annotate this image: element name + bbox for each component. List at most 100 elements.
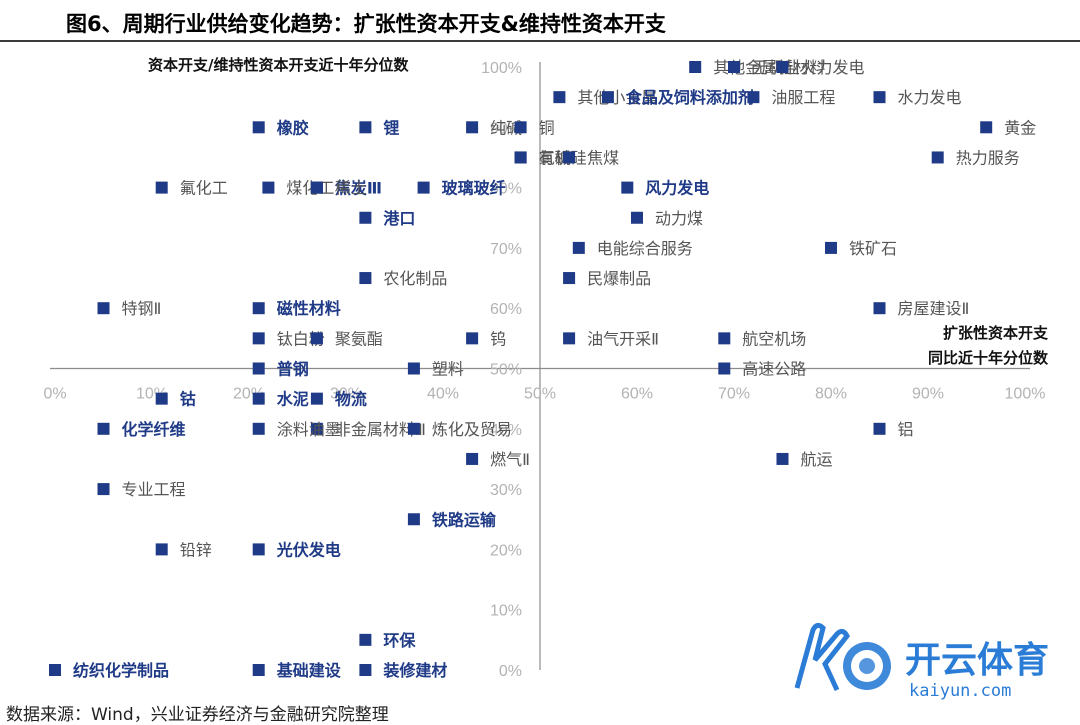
data-point-label: 其他金属新材料 [713,58,825,77]
y-tick-label: 20% [490,542,522,559]
x-axis-title-line: 同比近十年分位数 [928,349,1049,367]
data-point-marker [359,272,372,285]
y-tick-label: 0% [499,663,522,680]
data-point-marker [310,181,323,194]
x-axis-title-line: 扩张性资本开支 [943,324,1049,342]
data-point-label: 油服工程 [771,88,835,107]
data-point-label: 锂 [383,118,399,137]
y-tick-label: 100% [481,60,522,77]
data-point-marker [407,362,420,375]
data-point-label: 焦煤 [587,148,619,167]
data-point-marker [417,181,430,194]
data-point-marker [252,422,265,435]
x-tick-label: 90% [912,386,944,403]
data-point-label: 基础建设 [276,661,342,680]
data-point-marker [563,151,576,164]
x-tick-label: 50% [524,386,556,403]
data-point-label: 动力煤 [655,209,703,228]
y-tick-label: 60% [490,301,522,318]
x-tick-label: 60% [621,386,653,403]
data-point-marker [931,151,944,164]
y-tick-label: 10% [490,603,522,620]
data-point-label: 特钢Ⅱ [122,299,162,318]
data-point-marker [407,422,420,435]
data-point-marker [310,392,323,405]
data-point-marker [466,332,479,345]
data-point-label: 纯碱 [490,118,522,137]
data-point-marker [873,91,886,104]
data-point-label: 光伏发电 [276,540,341,559]
data-point-marker [689,61,702,73]
data-point-marker [252,362,265,375]
data-point-label: 铝 [898,420,914,439]
watermark-en-text: kaiyun.com [909,681,1011,700]
data-point-marker [97,483,110,496]
data-point-label: 水泥 [277,390,309,409]
data-point-label: 航空机场 [742,329,806,348]
data-point-marker [155,392,168,405]
data-point-marker [252,121,265,134]
data-point-marker [728,61,740,73]
data-point-label: 热力服务 [956,148,1020,167]
data-point-label: 风力发电 [645,179,709,198]
data-point-marker [466,121,479,134]
data-point-marker [155,181,168,194]
y-axis-title: 资本开支/维持性资本开支近十年分位数 [148,56,409,74]
data-point-label: 食品及饲料添加剂 [625,88,754,107]
data-point-label: 无机盐 [752,58,800,77]
x-tick-label: 30% [330,386,362,403]
data-point-marker [359,664,372,676]
data-point-label: 民爆制品 [587,269,651,288]
data-point-label: 水力发电 [898,88,962,107]
data-point-label: 有机硅 [539,148,587,167]
data-point-label: 磁性材料 [277,299,341,318]
chart-title: 图6、周期行业供给变化趋势：扩张性资本开支&维持性资本开支 [66,12,666,36]
data-point-marker [252,664,265,676]
data-point-marker [553,91,566,104]
data-point-marker [359,121,372,134]
data-point-marker [563,332,576,345]
data-point-label: 稀土 [335,179,367,198]
scatter-chart: 0% 10% 20% 30% 40% 50% 60% 70% 80% 90% 100%0%10%20… [43,56,1049,680]
data-point-label: 环保 [383,631,416,650]
data-point-label: 玻璃玻纤 [442,179,506,198]
data-point-marker [407,513,420,526]
data-point-label: 煤化工 [286,179,334,198]
data-point-marker [514,121,527,134]
x-tick-label: 0% [43,386,66,403]
data-point-label: 聚氨酯 [335,329,383,348]
y-tick-label: 90% [490,120,522,137]
x-tick-label: 70% [718,386,750,403]
source-note: 数据来源：Wind，兴业证券经济与金融研究院整理 [6,705,389,725]
data-point-label: 铜 [539,118,555,137]
data-point-label: 火力发电 [801,58,865,77]
data-point-marker [514,151,527,164]
y-tick-label: 30% [490,482,522,499]
data-point-marker [747,91,760,104]
watermark-cn-text: 开云体育 [905,640,1049,681]
data-point-marker [563,272,576,285]
data-point-label: 普钢 [277,360,309,379]
data-point-marker [601,91,614,104]
data-point-label: 橡胶 [277,118,309,137]
data-point-label: 黄金 [1004,118,1036,137]
data-point-marker [572,241,585,254]
data-point-label: 专业工程 [122,480,186,499]
data-point-marker [776,452,789,465]
data-point-label: 高速公路 [742,360,806,379]
data-point-marker [97,302,110,315]
data-point-marker [310,422,323,435]
data-point-label: 氟化工 [180,179,228,198]
data-point-label: 非金属材料Ⅲ [335,420,426,439]
data-point-label: 燃气Ⅱ [490,450,530,469]
data-point-label: 氯碱 [539,148,571,167]
data-point-marker [631,211,643,224]
data-point-label: 物流 [335,390,367,409]
data-point-marker [252,392,265,405]
y-tick-label: 40% [490,422,522,439]
y-tick-label: 50% [490,362,522,379]
data-point-label: 焦炭Ⅲ [334,179,382,198]
data-point-marker [718,362,731,375]
data-point-marker [252,543,265,556]
data-point-marker [873,302,886,315]
